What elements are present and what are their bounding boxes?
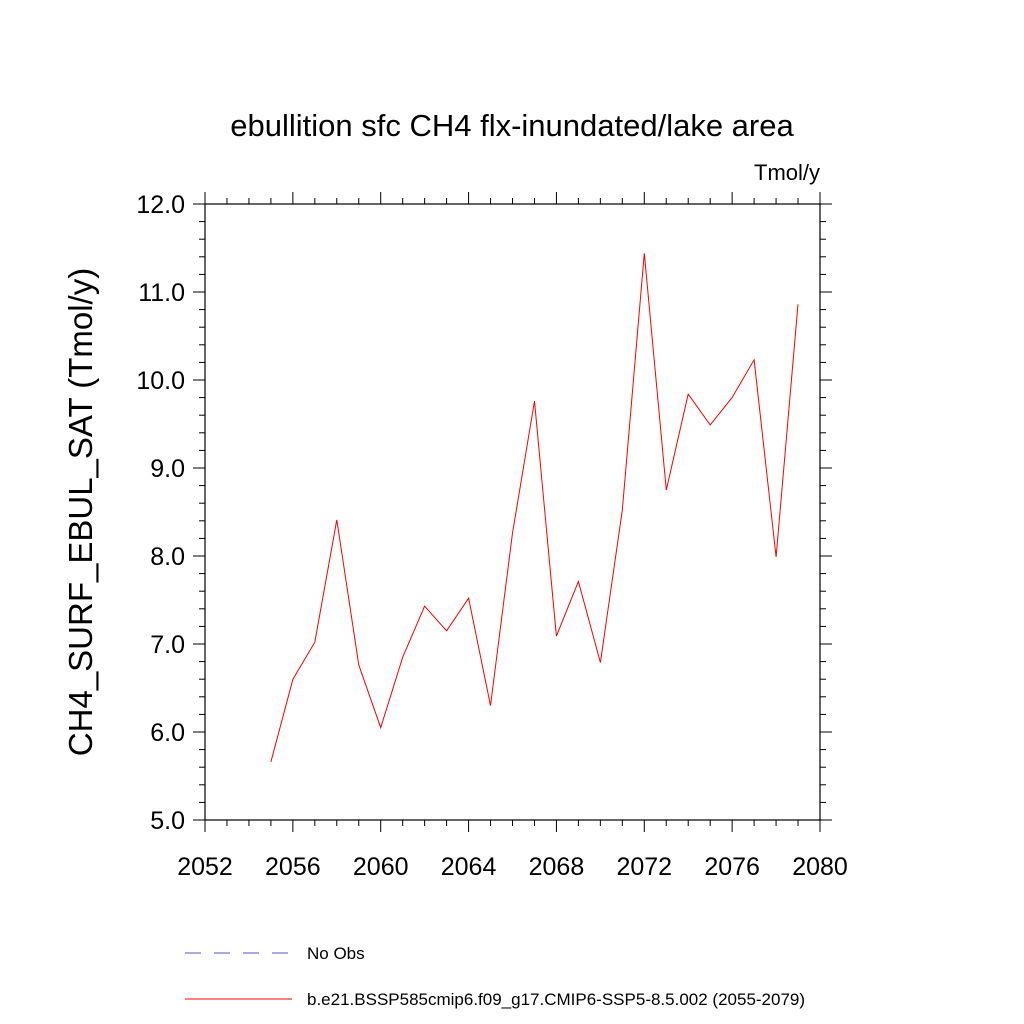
y-tick-label: 12.0 <box>136 191 185 219</box>
x-tick-label: 2060 <box>353 853 409 881</box>
y-tick-label: 7.0 <box>150 631 185 659</box>
y-tick-label: 8.0 <box>150 543 185 571</box>
plot-area: 2052 2056 2060 2064 2068 2072 2076 2080 5.0 6.0 7.… <box>136 191 847 881</box>
chart-title: ebullition sfc CH4 flx-inundated/lake ar… <box>230 108 794 143</box>
x-tick-label: 2052 <box>177 853 233 881</box>
x-tick-label: 2068 <box>529 853 585 881</box>
y-tick-label: 10.0 <box>136 367 185 395</box>
x-tick-label: 2072 <box>616 853 672 881</box>
y-axis-label: CH4_SURF_EBUL_SAT (Tmol/y) <box>62 268 99 756</box>
legend-label: b.e21.BSSP585cmip6.f09_g17.CMIP6-SSP5-8.… <box>307 990 805 1009</box>
y-tick-label: 5.0 <box>150 807 185 835</box>
y-tick-label: 6.0 <box>150 719 185 747</box>
x-tick-label: 2056 <box>265 853 321 881</box>
y-tick-label: 9.0 <box>150 455 185 483</box>
legend-label: No Obs <box>307 944 365 963</box>
units-label: Tmol/y <box>754 160 820 185</box>
x-tick-label: 2080 <box>792 853 848 881</box>
y-tick-label: 11.0 <box>138 279 185 307</box>
x-tick-label: 2064 <box>441 853 497 881</box>
series-line <box>270 253 799 763</box>
legend: No Obs b.e21.BSSP585cmip6.f09_g17.CMIP6-S… <box>185 944 805 1009</box>
plot-frame <box>204 203 821 821</box>
x-tick-label: 2076 <box>704 853 760 881</box>
